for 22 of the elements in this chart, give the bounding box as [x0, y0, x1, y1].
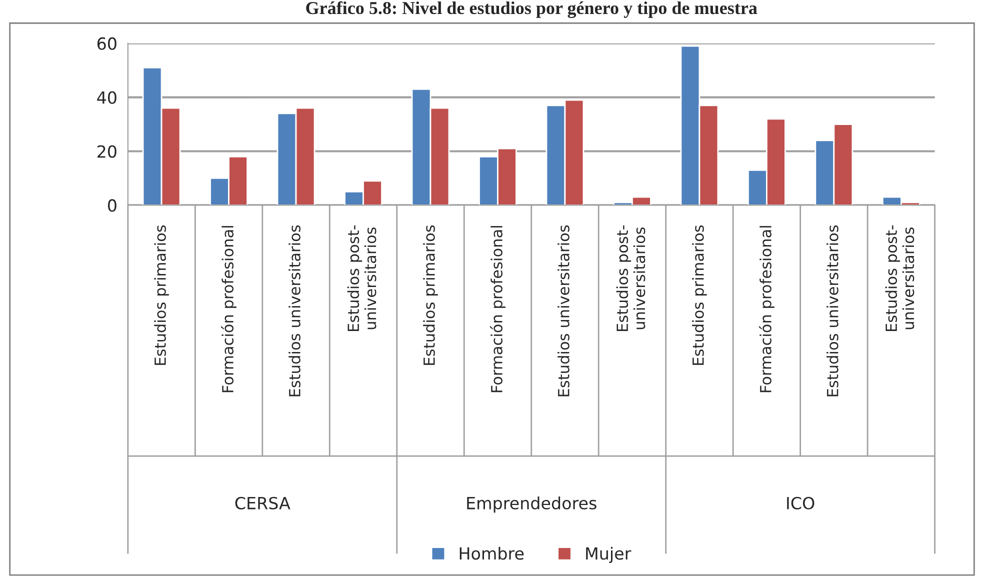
- y-tick-label: 20: [98, 145, 116, 158]
- x-tick-label: Estudios universitarios: [288, 225, 300, 396]
- x-tick-label: Estudios primarios: [154, 225, 169, 365]
- x-tick-label: Estudios universitarios: [558, 225, 570, 396]
- x-tick-label: Formación profesional: [759, 226, 774, 392]
- text: ICO: [787, 496, 814, 510]
- text: Emprendedores: [467, 496, 596, 513]
- x-tick-label: Estudios post- universitarios: [885, 225, 914, 332]
- x-tick-label: Estudios post- universitarios: [347, 225, 376, 332]
- x-tick-label: Estudios primarios: [692, 225, 707, 365]
- text: CERSA: [235, 496, 290, 510]
- legend-label: Mujer: [586, 546, 632, 563]
- x-tick-label: Formación profesional: [221, 226, 236, 392]
- chart-title: Gráfico 5.8: Nivel de estudios por género y tipo de muestra: [306, 1, 758, 18]
- legend-label: Hombre: [460, 546, 524, 560]
- y-tick-label: 40: [97, 91, 116, 104]
- x-tick-label: Formación profesional: [490, 226, 506, 392]
- x-tick-label: Estudios universitarios: [826, 225, 838, 396]
- x-tick-label: Estudios post- universitarios: [616, 225, 646, 332]
- x-tick-label: Estudios primarios: [423, 225, 438, 365]
- y-tick-label: 0: [108, 199, 116, 212]
- y-tick-label: 60: [97, 37, 116, 50]
